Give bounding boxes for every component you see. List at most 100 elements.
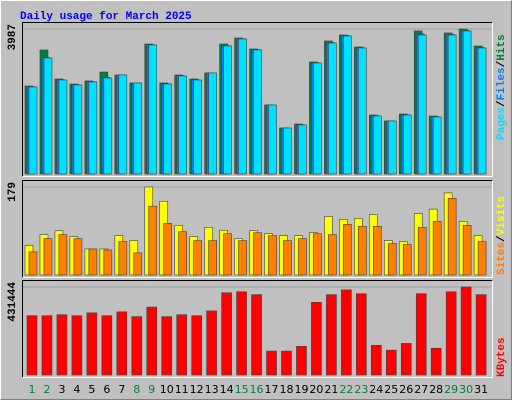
x-tick-label: 26	[399, 383, 413, 396]
bar	[268, 104, 277, 175]
bar	[56, 314, 68, 376]
x-tick-label: 13	[205, 383, 219, 396]
bar	[103, 77, 113, 175]
bar	[131, 316, 143, 376]
legend: KBytes	[496, 337, 508, 377]
bar	[238, 38, 247, 175]
bar	[236, 291, 247, 376]
bar	[432, 221, 442, 276]
bar	[221, 292, 232, 376]
bar	[88, 81, 98, 175]
bar	[341, 289, 352, 376]
panel-bevel	[22, 180, 493, 278]
bar	[430, 347, 442, 376]
bar	[238, 240, 247, 276]
legend-separator: /	[496, 235, 508, 242]
bar	[223, 233, 232, 276]
x-tick-label: 1	[29, 383, 36, 396]
x-tick-label: 15	[235, 383, 249, 396]
bar	[253, 232, 262, 276]
bar	[26, 315, 38, 376]
bar	[296, 346, 307, 376]
bar	[477, 241, 487, 276]
legend-entry: Hits	[496, 34, 508, 60]
bar	[373, 115, 382, 175]
panel-bevel	[22, 280, 493, 378]
legend-entry: Sites	[496, 242, 508, 275]
x-tick-label: 4	[73, 383, 80, 396]
bar	[163, 223, 173, 276]
x-tick-label: 27	[414, 383, 428, 396]
bar	[116, 311, 128, 376]
bar	[281, 350, 292, 376]
bar	[387, 243, 397, 276]
bar	[326, 294, 337, 376]
x-tick-label: 5	[88, 383, 95, 396]
bar	[208, 240, 217, 276]
legend-entry: Visits	[496, 196, 508, 236]
bar	[118, 241, 128, 276]
bar	[253, 49, 262, 175]
bar	[475, 294, 487, 376]
legend-entry: Pages	[496, 107, 508, 140]
bar	[268, 235, 277, 276]
x-tick-label: 2	[43, 383, 50, 396]
bar	[400, 343, 412, 376]
panel-bevel	[22, 22, 493, 177]
bar	[148, 44, 158, 175]
bar	[445, 291, 457, 376]
panel-bevel	[22, 180, 493, 278]
bar	[283, 240, 292, 276]
bar	[417, 227, 427, 276]
chart-title: Daily usage for March 2025	[20, 11, 192, 23]
bar	[311, 302, 322, 376]
y-tick-label: 431444	[7, 282, 19, 322]
bar	[387, 120, 397, 175]
x-tick-label: 6	[103, 383, 110, 396]
x-tick-label: 23	[354, 383, 368, 396]
bar	[58, 234, 68, 276]
bar	[178, 75, 187, 175]
legend: Sites/Visits	[496, 196, 508, 275]
bar	[432, 116, 442, 175]
bar	[298, 124, 307, 175]
bar	[223, 45, 232, 175]
bar	[328, 234, 337, 276]
panel-bevel	[22, 280, 493, 378]
bar	[477, 47, 487, 175]
bar	[373, 226, 382, 276]
bar	[402, 244, 412, 276]
legend-entry: Files	[496, 67, 508, 100]
bar	[343, 35, 352, 175]
x-tick-label: 16	[250, 383, 264, 396]
bar	[208, 72, 217, 175]
bar	[58, 79, 68, 175]
bar	[193, 240, 202, 276]
x-tick-label: 29	[444, 383, 458, 396]
bar	[71, 315, 83, 376]
bar	[462, 225, 472, 276]
bar	[447, 34, 457, 175]
bar	[328, 42, 337, 175]
bar	[193, 79, 202, 175]
x-tick-label: 9	[148, 383, 155, 396]
bar	[28, 251, 38, 276]
y-tick-label: 179	[7, 182, 19, 202]
bar	[415, 293, 427, 376]
legend-separator: /	[496, 60, 508, 67]
bar	[73, 84, 83, 175]
x-tick-label: 8	[133, 383, 140, 396]
x-tick-label: 11	[175, 383, 189, 396]
bar	[146, 306, 158, 376]
bar	[41, 315, 53, 376]
bar	[313, 233, 322, 276]
bar	[298, 238, 307, 276]
bar	[343, 224, 352, 276]
x-tick-label: 20	[309, 383, 323, 396]
bar	[73, 238, 83, 276]
bar	[103, 249, 113, 276]
bar	[358, 226, 367, 276]
bar	[447, 198, 457, 276]
x-tick-label: 14	[220, 383, 234, 396]
